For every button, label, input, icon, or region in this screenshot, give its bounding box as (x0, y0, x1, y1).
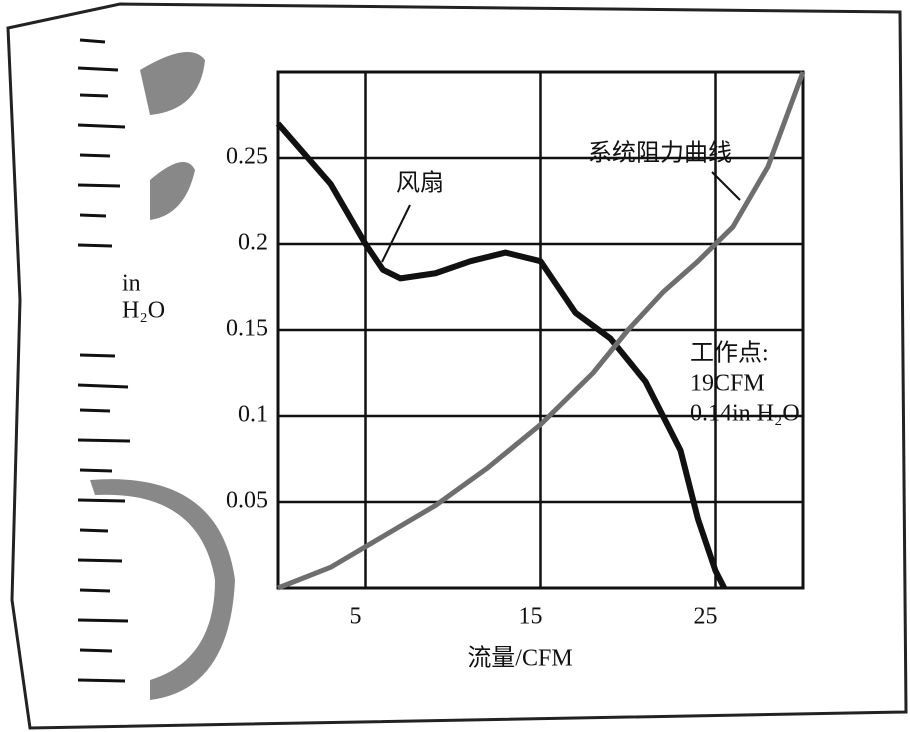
plot-frame (276, 70, 805, 590)
y-axis-label: H₂O (122, 298, 165, 324)
x-tick-label: 25 (694, 604, 718, 630)
y-axis-label: in (122, 271, 141, 297)
series-line (277, 71, 806, 591)
annotation: 工作点: (690, 340, 769, 367)
ruler-marks (77, 38, 131, 683)
x-axis-label: 流量/CFM (467, 645, 572, 672)
decor-blobs (90, 52, 235, 700)
y-tick-label: 0.15 (226, 316, 268, 342)
sheet-border (6, 2, 908, 730)
y-tick-label: 0.25 (226, 144, 268, 170)
y-tick-label: 0.2 (238, 230, 268, 256)
leader-line (381, 204, 411, 263)
x-tick-label: 15 (519, 604, 543, 630)
annotation: 19CFM (690, 371, 765, 397)
annotation: 0.14in H₂O (690, 401, 800, 427)
series-line (275, 121, 727, 590)
y-tick-label: 0.1 (238, 402, 268, 428)
y-tick-label: 0.05 (226, 488, 268, 514)
x-tick-label: 5 (350, 604, 362, 630)
series-label: 风扇 (396, 170, 444, 197)
series-label: 系统阻力曲线 (588, 140, 732, 167)
leader-line (711, 171, 741, 201)
